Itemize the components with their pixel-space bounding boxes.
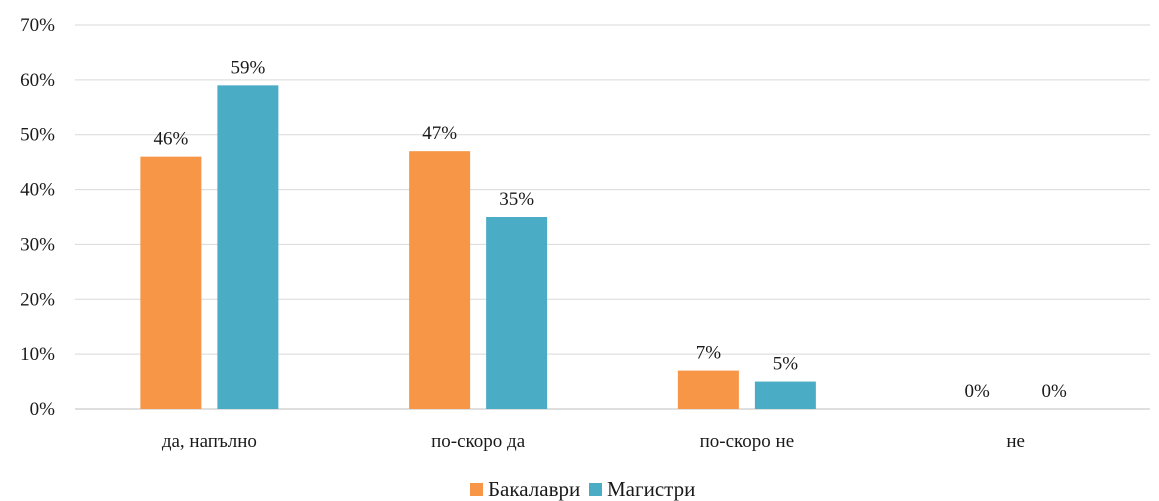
legend-label: Магистри — [607, 477, 695, 501]
y-tick-label: 70% — [20, 15, 55, 36]
data-label: 0% — [964, 381, 990, 402]
bar-bakalavri — [409, 151, 471, 409]
data-label: 5% — [773, 354, 799, 375]
category-label: по-скоро не — [700, 431, 795, 452]
category-label: да, напълно — [162, 431, 257, 452]
data-label: 46% — [153, 129, 188, 150]
y-tick-label: 40% — [20, 180, 55, 201]
data-label: 59% — [230, 57, 265, 78]
legend-swatch — [589, 483, 602, 496]
bar-magistri — [486, 217, 548, 409]
bar-magistri — [217, 85, 279, 409]
bar-bakalavri — [677, 370, 739, 409]
category-label: по-скоро да — [431, 431, 526, 452]
y-tick-label: 60% — [20, 70, 55, 91]
data-label: 47% — [422, 123, 457, 144]
y-axis-tick-labels: 0% 10% 20% 30% 40% 50% 60% 70% — [20, 15, 55, 420]
data-label: 7% — [696, 343, 722, 364]
y-tick-label: 30% — [20, 234, 55, 255]
bars — [140, 85, 816, 409]
legend: Бакалаври Магистри — [470, 477, 695, 501]
bar-bakalavri — [140, 156, 202, 409]
legend-label: Бакалаври — [488, 477, 580, 501]
x-axis-category-labels: да, напълно по-скоро да по-скоро не не — [162, 431, 1025, 452]
legend-swatch — [470, 483, 483, 496]
y-tick-label: 50% — [20, 125, 55, 146]
bar-magistri — [754, 381, 816, 409]
y-tick-label: 0% — [30, 399, 56, 420]
y-tick-label: 10% — [20, 344, 55, 365]
y-tick-label: 20% — [20, 289, 55, 310]
data-label: 0% — [1041, 381, 1067, 402]
data-label: 35% — [499, 189, 534, 210]
data-labels: 46% 59% 47% 35% 7% 5% 0% 0% — [153, 57, 1067, 402]
category-label: не — [1006, 431, 1025, 452]
